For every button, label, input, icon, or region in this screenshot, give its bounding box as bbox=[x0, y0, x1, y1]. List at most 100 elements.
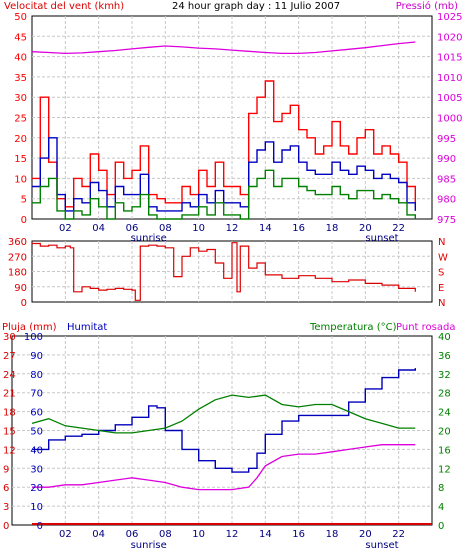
rain-tick-label: 9 bbox=[3, 464, 9, 475]
rain-tick-label: 6 bbox=[3, 483, 9, 494]
wind-series-gust bbox=[32, 80, 416, 208]
hour-tick-label: 16 bbox=[292, 529, 305, 540]
pressure-tick-label: 1010 bbox=[437, 73, 462, 84]
hour-tick-label: 20 bbox=[359, 223, 372, 234]
humidity-tick-label: 30 bbox=[30, 464, 43, 475]
hour-tick-label: 08 bbox=[159, 529, 172, 540]
hour-tick-label: 16 bbox=[292, 223, 305, 234]
pressure-line bbox=[31, 41, 416, 55]
axis-labels: 0510152025303540455097598098599099510001… bbox=[3, 12, 462, 551]
pressure-tick-label: 1005 bbox=[437, 93, 462, 104]
chart-title: 24 hour graph day : 11 Julio 2007 bbox=[172, 1, 341, 12]
temperature-axis-title: Temperatura (°C) bbox=[310, 322, 397, 333]
wind-tick-label: 10 bbox=[14, 174, 27, 185]
dewpoint-line bbox=[32, 444, 416, 491]
wind-tick-label: 40 bbox=[14, 53, 27, 64]
rain-tick-label: 3 bbox=[3, 502, 9, 513]
direction-tick-label: 0 bbox=[21, 298, 27, 309]
hour-tick-label: 06 bbox=[126, 529, 139, 540]
rain-tick-label: 12 bbox=[3, 445, 16, 456]
temperature-tick-label: 32 bbox=[438, 370, 451, 381]
wind-tick-label: 50 bbox=[14, 12, 27, 23]
pressure-tick-label: 990 bbox=[437, 154, 456, 165]
pressure-tick-label: 1020 bbox=[437, 32, 462, 43]
pressure-tick-label: 995 bbox=[437, 134, 456, 145]
humidity-tick-label: 70 bbox=[30, 389, 43, 400]
hour-tick-label: 04 bbox=[92, 223, 105, 234]
pressure-axis-title: Pressió (mb) bbox=[395, 1, 458, 12]
humidity-axis-title: Humitat bbox=[67, 322, 108, 333]
humidity-tick-label: 50 bbox=[30, 427, 43, 438]
direction-tick-label: 270 bbox=[8, 252, 27, 263]
rain-tick-label: 18 bbox=[3, 408, 16, 419]
rain-tick-label: 0 bbox=[3, 521, 9, 532]
rain-tick-label: 30 bbox=[3, 332, 16, 343]
hour-tick-label: 06 bbox=[126, 223, 139, 234]
temperature-line bbox=[31, 394, 416, 434]
wind-tick-label: 45 bbox=[14, 32, 27, 43]
hour-tick-label: 22 bbox=[392, 223, 405, 234]
temperature-tick-label: 40 bbox=[438, 332, 451, 343]
wind-tick-label: 25 bbox=[14, 114, 27, 125]
hour-tick-label: 08 bbox=[159, 223, 172, 234]
wind-series-average bbox=[32, 137, 416, 212]
wind-tick-label: 35 bbox=[14, 73, 27, 84]
hour-tick-label: 22 bbox=[392, 529, 405, 540]
temperature-tick-label: 4 bbox=[438, 502, 444, 513]
humidity-tick-label: 0 bbox=[37, 521, 43, 532]
pressure-tick-label: 975 bbox=[437, 215, 456, 226]
hour-tick-label: 02 bbox=[59, 223, 72, 234]
wind-tick-label: 20 bbox=[14, 134, 27, 145]
grid-lines bbox=[12, 16, 432, 525]
sunrise-label: sunrise bbox=[131, 540, 167, 551]
data-series bbox=[31, 41, 432, 525]
direction-tick-label: 180 bbox=[8, 268, 27, 279]
compass-label: S bbox=[438, 268, 444, 279]
hour-tick-label: 14 bbox=[259, 529, 272, 540]
humidity-tick-label: 40 bbox=[30, 445, 43, 456]
sunset-label: sunset bbox=[365, 540, 398, 551]
humidity-tick-label: 80 bbox=[30, 370, 43, 381]
wind-speed-axis-title: Velocitat del vent (kmh) bbox=[4, 1, 125, 12]
hour-tick-label: 18 bbox=[326, 529, 339, 540]
rain-tick-label: 24 bbox=[3, 370, 16, 381]
temperature-tick-label: 20 bbox=[438, 427, 451, 438]
hour-tick-label: 10 bbox=[192, 223, 205, 234]
hour-tick-label: 04 bbox=[92, 529, 105, 540]
humidity-line bbox=[32, 368, 416, 473]
hour-tick-label: 10 bbox=[192, 529, 205, 540]
hour-tick-label: 18 bbox=[326, 223, 339, 234]
panel-frames bbox=[11, 15, 433, 526]
temperature-tick-label: 24 bbox=[438, 408, 451, 419]
rain-tick-label: 27 bbox=[3, 351, 16, 362]
humidity-tick-label: 90 bbox=[30, 351, 43, 362]
pressure-tick-label: 1025 bbox=[437, 12, 462, 23]
hour-tick-label: 12 bbox=[226, 529, 239, 540]
rain-tick-label: 15 bbox=[3, 427, 16, 438]
sunrise-label: sunrise bbox=[131, 233, 167, 244]
dewpoint-axis-title: Punt rosada bbox=[396, 322, 456, 333]
wind-tick-label: 15 bbox=[14, 154, 27, 165]
direction-tick-label: 360 bbox=[8, 237, 27, 248]
hour-tick-label: 12 bbox=[226, 223, 239, 234]
temperature-tick-label: 12 bbox=[438, 464, 451, 475]
humidity-tick-label: 10 bbox=[30, 502, 43, 513]
compass-label: N bbox=[438, 298, 445, 309]
temperature-tick-label: 8 bbox=[438, 483, 444, 494]
compass-label: N bbox=[438, 237, 445, 248]
compass-label: W bbox=[438, 252, 448, 263]
rain-axis-title: Pluja (mm) bbox=[2, 322, 57, 333]
wind-tick-label: 30 bbox=[14, 93, 27, 104]
direction-tick-label: 90 bbox=[14, 283, 27, 294]
wind-tick-label: 5 bbox=[21, 195, 27, 206]
temperature-tick-label: 16 bbox=[438, 445, 451, 456]
compass-label: E bbox=[438, 283, 444, 294]
hour-tick-label: 20 bbox=[359, 529, 372, 540]
temperature-tick-label: 28 bbox=[438, 389, 451, 400]
hour-tick-label: 02 bbox=[59, 529, 72, 540]
wind-tick-label: 0 bbox=[21, 215, 27, 226]
pressure-tick-label: 985 bbox=[437, 174, 456, 185]
sunset-label: sunset bbox=[365, 233, 398, 244]
